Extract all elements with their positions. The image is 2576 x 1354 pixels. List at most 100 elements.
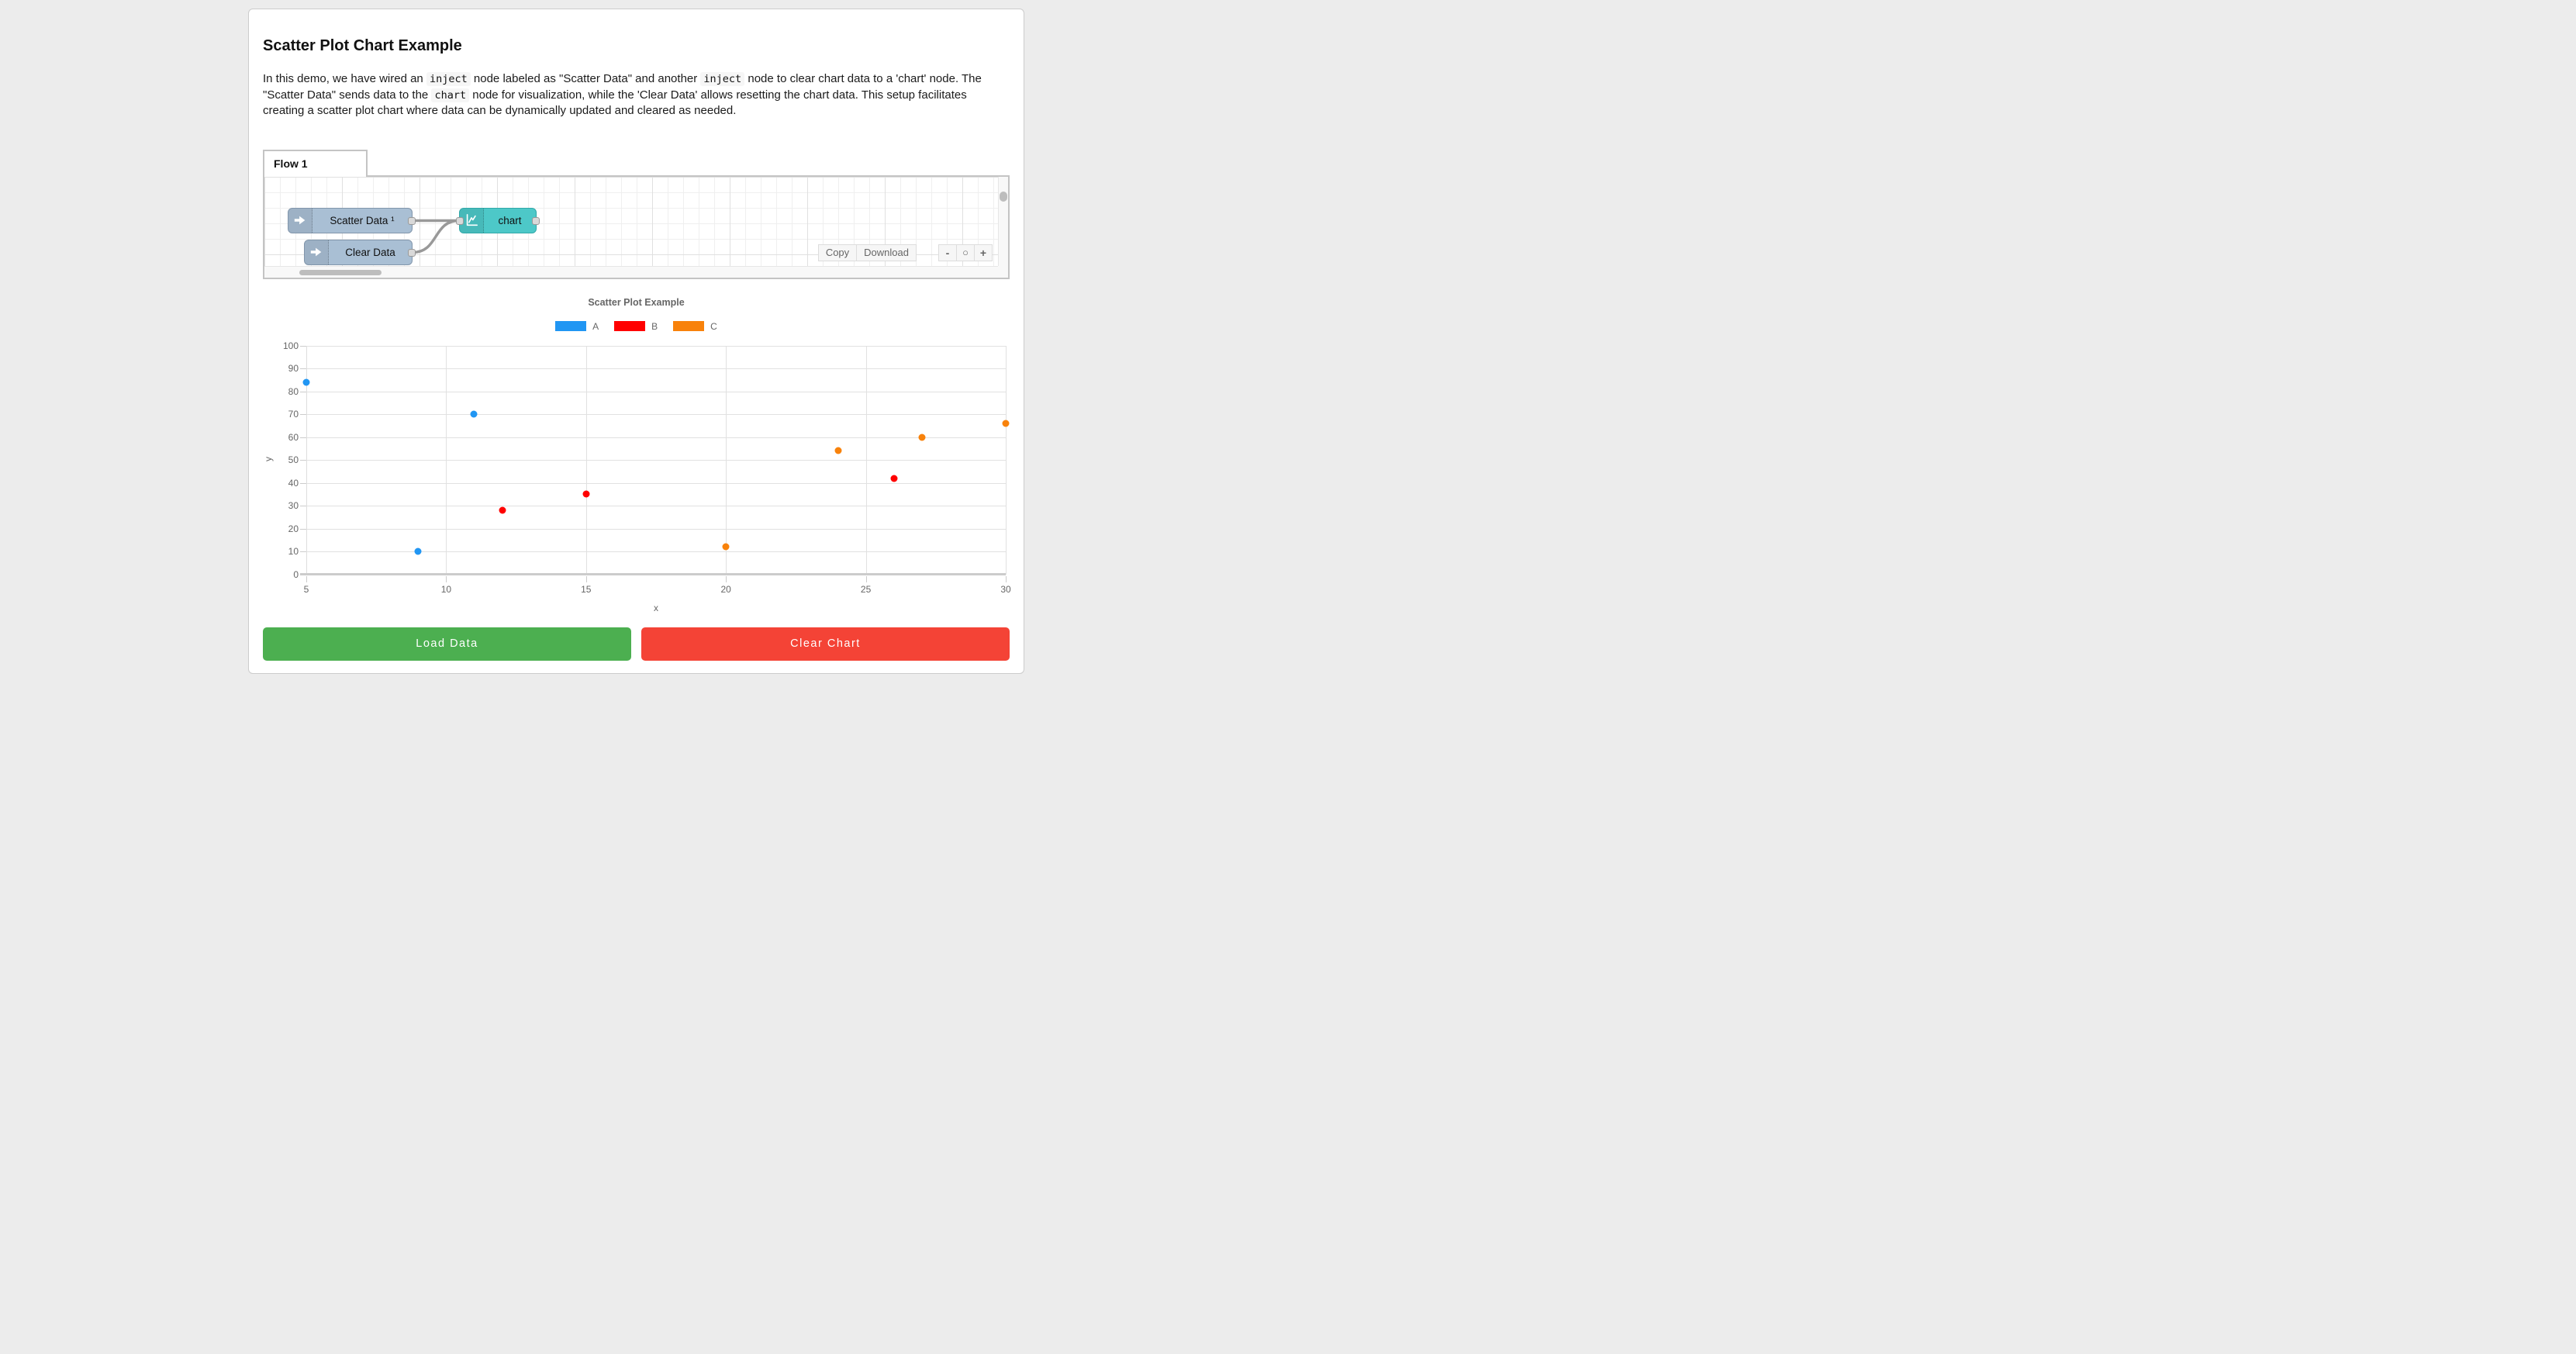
data-point-C xyxy=(918,433,926,440)
y-tick-mark xyxy=(300,528,306,530)
y-tick-mark xyxy=(300,414,306,415)
data-point-A xyxy=(470,410,478,418)
x-tick-label: 20 xyxy=(720,583,731,595)
intro-paragraph: In this demo, we have wired an inject no… xyxy=(263,71,1010,119)
inline-code: chart xyxy=(431,88,470,102)
data-point-C xyxy=(834,447,842,454)
page-title: Scatter Plot Chart Example xyxy=(263,37,462,54)
data-point-C xyxy=(722,543,730,551)
zoom-out-button[interactable]: - xyxy=(938,244,957,261)
y-tick-label: 80 xyxy=(288,385,299,397)
y-tick-label: 30 xyxy=(288,500,299,511)
data-point-B xyxy=(890,475,898,482)
flow-canvas[interactable]: Scatter Data ¹ Clear Data xyxy=(263,174,1010,279)
inline-code: inject xyxy=(426,72,471,86)
load-data-button[interactable]: Load Data xyxy=(263,627,631,661)
x-gridline xyxy=(1006,345,1007,575)
node-label: Clear Data xyxy=(345,246,395,258)
legend-item-C[interactable]: C xyxy=(673,321,717,332)
x-axis-title: x xyxy=(654,602,658,613)
y-tick-mark xyxy=(300,460,306,461)
tab-flow1-label: Flow 1 xyxy=(274,157,308,170)
copy-button[interactable]: Copy xyxy=(817,244,858,261)
text-segment: In this demo, we have wired an xyxy=(263,72,426,85)
download-button[interactable]: Download xyxy=(856,244,917,261)
inject-arrow-icon xyxy=(305,240,329,264)
legend-item-B[interactable]: B xyxy=(614,321,658,332)
horizontal-scrollbar-track[interactable] xyxy=(264,265,998,278)
legend-label: B xyxy=(651,320,658,332)
legend-swatch xyxy=(614,321,646,331)
x-tick-label: 10 xyxy=(440,583,452,595)
zoom-reset-button[interactable]: ○ xyxy=(956,244,975,261)
chart-plot-area: 5 10 15 20 25 30 0 10 20 30 40 50 60 70 80 90 100 xyxy=(283,340,1011,595)
y-tick-mark xyxy=(300,368,306,369)
y-tick-label: 10 xyxy=(288,546,299,557)
data-point-A xyxy=(414,547,422,555)
y-tick-label: 70 xyxy=(288,409,299,420)
x-tick-label: 5 xyxy=(303,583,309,595)
horizontal-scrollbar-thumb[interactable] xyxy=(299,269,382,275)
node-label: Scatter Data ¹ xyxy=(330,214,395,226)
flow-zoom-toolbar: - ○ + xyxy=(938,244,993,261)
zoom-in-button[interactable]: + xyxy=(974,244,993,261)
x-tick-mark xyxy=(306,575,307,582)
inject-arrow-icon xyxy=(288,208,313,233)
output-port[interactable] xyxy=(408,217,416,225)
y-gridline xyxy=(306,528,1006,530)
y-tick-mark xyxy=(300,345,306,347)
x-tick-mark xyxy=(585,575,587,582)
output-port[interactable] xyxy=(532,217,540,225)
y-tick-label: 50 xyxy=(288,454,299,465)
y-tick-label: 40 xyxy=(288,477,299,489)
chart-title: Scatter Plot Example xyxy=(588,296,685,308)
node-clear-data[interactable]: Clear Data xyxy=(304,239,416,265)
chart-legend: A B C xyxy=(263,321,1010,332)
y-tick-label: 0 xyxy=(293,568,299,580)
legend-item-A[interactable]: A xyxy=(555,321,599,332)
x-tick-label: 25 xyxy=(860,583,872,595)
text-segment: node labeled as "Scatter Data" and anoth… xyxy=(470,72,701,85)
flow-export-toolbar: Copy Download xyxy=(817,244,917,261)
data-point-C xyxy=(1002,420,1010,427)
x-tick-mark xyxy=(446,575,447,582)
text-segment: node to clear chart data to a 'chart' no… xyxy=(263,72,982,102)
x-axis-line xyxy=(300,572,1006,575)
inline-code: inject xyxy=(700,72,745,86)
data-point-B xyxy=(582,490,590,498)
y-tick-mark xyxy=(300,437,306,438)
y-tick-label: 20 xyxy=(288,523,299,534)
x-tick-label: 30 xyxy=(1000,583,1011,595)
y-tick-label: 90 xyxy=(288,363,299,374)
y-gridline xyxy=(306,482,1006,484)
vertical-scrollbar-track[interactable] xyxy=(998,176,1008,266)
tab-flow1[interactable]: Flow 1 xyxy=(263,149,368,177)
y-tick-label: 60 xyxy=(288,431,299,443)
y-gridline xyxy=(306,345,1006,347)
y-tick-label: 100 xyxy=(282,340,299,351)
y-gridline xyxy=(306,437,1006,438)
data-point-B xyxy=(499,506,506,514)
action-button-row: Load Data Clear Chart xyxy=(263,627,1010,661)
legend-swatch xyxy=(555,321,587,331)
flow-editor: Flow 1 Scatter Data ¹ xyxy=(263,149,1010,279)
node-scatter-data[interactable]: Scatter Data ¹ xyxy=(288,207,416,233)
legend-label: C xyxy=(710,320,717,332)
y-tick-mark xyxy=(300,482,306,484)
node-label: chart xyxy=(498,214,522,226)
flow-wires xyxy=(411,219,461,254)
vertical-scrollbar-thumb[interactable] xyxy=(1000,191,1007,202)
page-background: Scatter Plot Chart Example In this demo,… xyxy=(0,0,1288,677)
x-tick-label: 15 xyxy=(581,583,592,595)
input-port[interactable] xyxy=(456,217,464,225)
output-port[interactable] xyxy=(408,249,416,257)
x-tick-mark xyxy=(726,575,727,582)
clear-chart-button[interactable]: Clear Chart xyxy=(641,627,1010,661)
content-card: Scatter Plot Chart Example In this demo,… xyxy=(248,9,1024,674)
y-tick-mark xyxy=(300,551,306,552)
y-gridline xyxy=(306,551,1006,552)
legend-label: A xyxy=(592,320,599,332)
y-gridline xyxy=(306,460,1006,461)
y-gridline xyxy=(306,368,1006,369)
node-chart[interactable]: chart xyxy=(456,207,540,233)
